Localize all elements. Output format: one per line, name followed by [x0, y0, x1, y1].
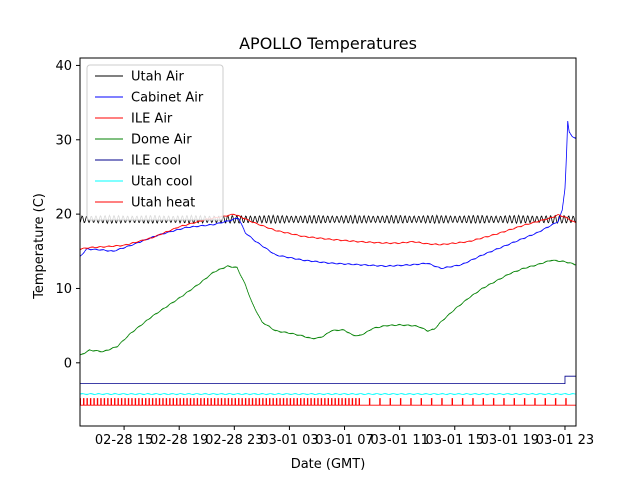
series-line-utah-cool: [80, 392, 576, 396]
y-tick-label: 30: [55, 133, 72, 148]
legend: Utah Air Cabinet Air ILE Air Dome Air ILE co…: [86, 64, 224, 221]
y-tick-label: 40: [55, 59, 72, 74]
y-tick-label: 20: [55, 208, 72, 223]
chart-title: APOLLO Temperatures: [239, 34, 417, 53]
x-tick-label: 02-28 15: [95, 433, 153, 448]
series-line-utah-heat: [80, 398, 576, 406]
x-tick-label: 02-28 23: [205, 433, 263, 448]
series-line-dome-air: [80, 259, 576, 356]
legend-label-utah-air: Utah Air: [131, 70, 184, 85]
legend-label-ile-cool: ILE cool: [131, 154, 181, 169]
x-tick-label: 03-01 11: [370, 433, 428, 448]
legend-label-dome-air: Dome Air: [131, 133, 192, 148]
legend-label-utah-cool: Utah cool: [131, 175, 193, 190]
x-axis-label: Date (GMT): [291, 457, 366, 472]
legend-label-cabinet-air: Cabinet Air: [131, 91, 204, 106]
x-tick-label: 03-01 23: [536, 433, 594, 448]
x-tick-label: 03-01 03: [260, 433, 318, 448]
legend-label-utah-heat: Utah heat: [131, 196, 195, 211]
y-tick-label: 10: [55, 282, 72, 297]
x-tick-label: 03-01 15: [426, 433, 484, 448]
x-tick-label: 03-01 19: [481, 433, 539, 448]
axes-frame: [79, 57, 577, 427]
y-tick-label: 0: [64, 356, 72, 371]
series-line-ile-air: [80, 213, 576, 251]
y-axis-label: Temperature (C): [32, 193, 47, 300]
x-tick-label: 03-01 07: [315, 433, 373, 448]
legend-label-ile-air: ILE Air: [131, 112, 173, 127]
x-tick-label: 02-28 19: [150, 433, 208, 448]
series-line-ile-cool: [80, 375, 576, 385]
